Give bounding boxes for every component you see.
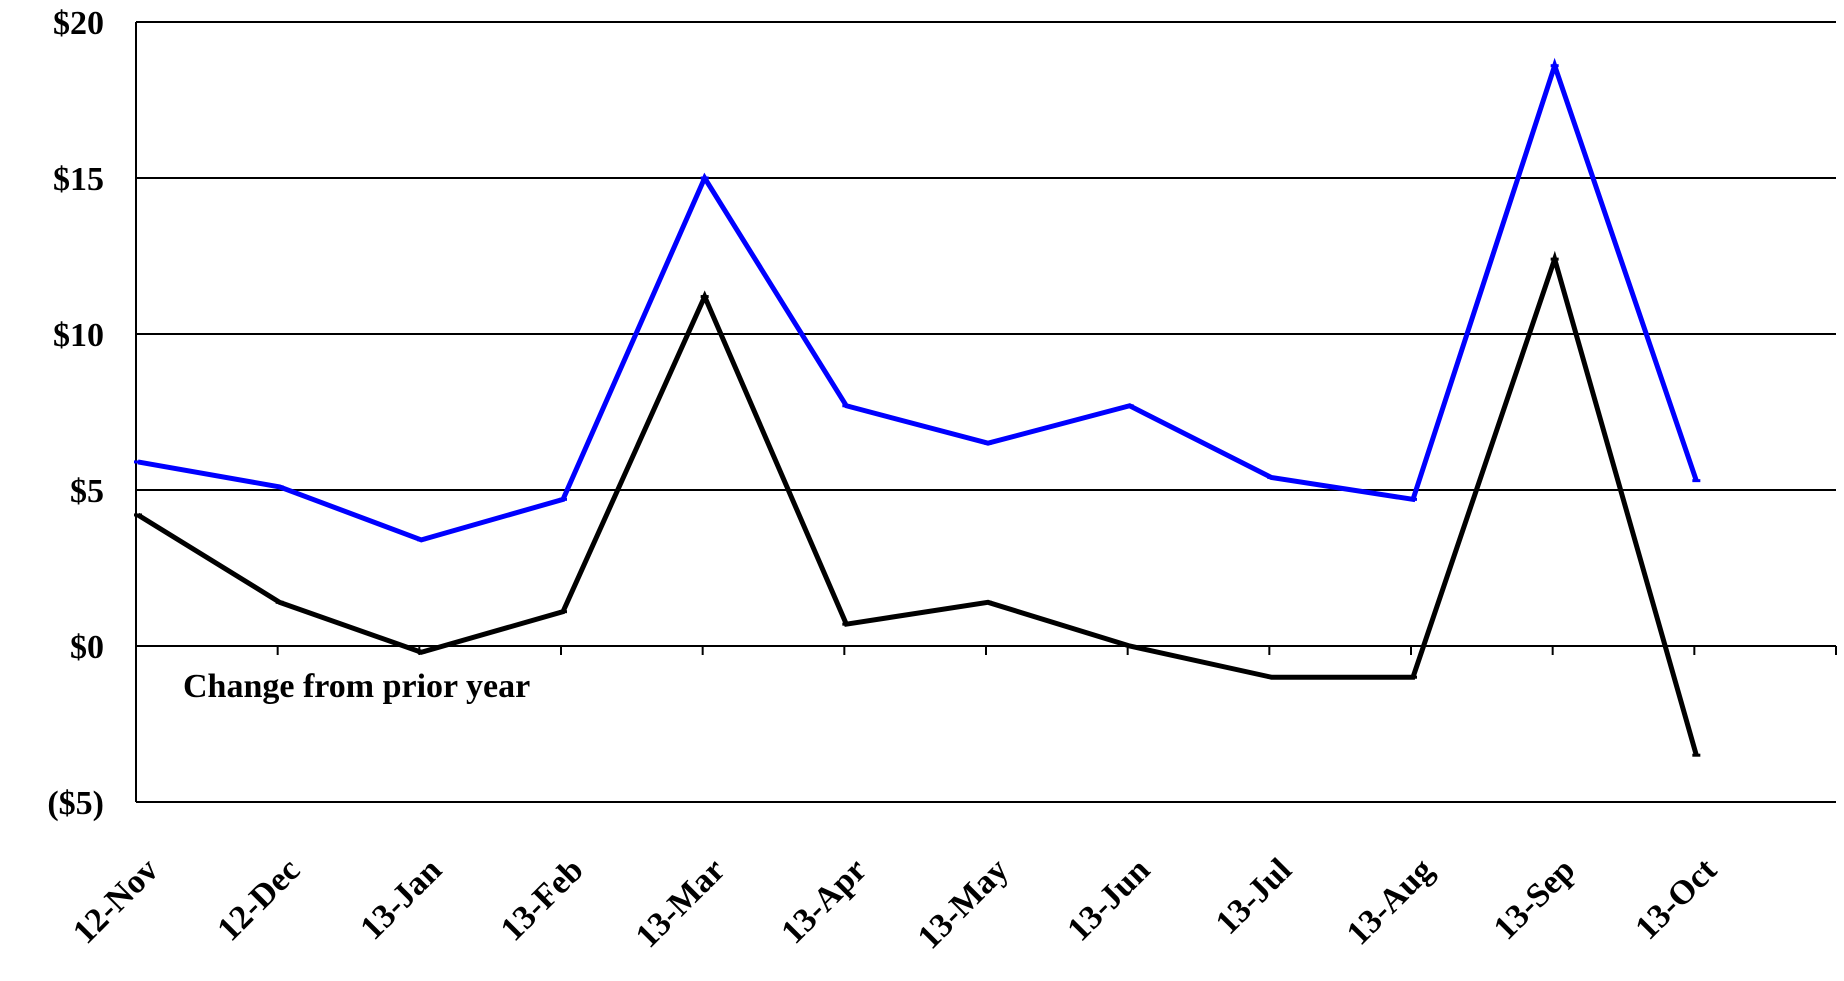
y-tick-label: $0 bbox=[70, 629, 104, 666]
x-tick-labels: 12-Nov 12-Dec 13-Jan 13-Feb 13-Mar 13-Apr 13-M… bbox=[66, 851, 1724, 956]
x-tick-label: 13-Feb bbox=[494, 851, 591, 948]
y-tick-labels: $20 $15 $10 $5 $0 ($5) bbox=[47, 5, 104, 822]
x-tick-label: 13-Aug bbox=[1340, 851, 1441, 952]
x-tick-label: 13-Mar bbox=[629, 851, 733, 955]
series-lines bbox=[134, 57, 1701, 757]
x-tick-label: 12-Dec bbox=[210, 851, 307, 948]
annotation-change-from-prior-year: Change from prior year bbox=[183, 668, 530, 705]
axes bbox=[135, 22, 1837, 802]
series-line-1 bbox=[137, 57, 1699, 543]
series-line-2 bbox=[136, 250, 1699, 756]
x-tick-label: 13-Sep bbox=[1487, 851, 1583, 947]
x-tick-label: 12-Nov bbox=[66, 851, 166, 951]
x-tick-label: 13-Jun bbox=[1060, 851, 1157, 948]
y-tick-label: $20 bbox=[53, 5, 104, 42]
x-tick-label: 13-Jan bbox=[353, 851, 449, 947]
x-tick-label: 13-Jul bbox=[1209, 851, 1299, 941]
y-tick-label: $15 bbox=[53, 161, 104, 198]
x-tick-label: 13-May bbox=[911, 851, 1016, 956]
y-tick-label: $10 bbox=[53, 317, 104, 354]
y-tick-label: $5 bbox=[70, 473, 104, 510]
x-tick-label: 13-Apr bbox=[774, 851, 874, 951]
x-tick-label: 13-Oct bbox=[1628, 851, 1724, 947]
y-tick-label: ($5) bbox=[47, 785, 104, 822]
